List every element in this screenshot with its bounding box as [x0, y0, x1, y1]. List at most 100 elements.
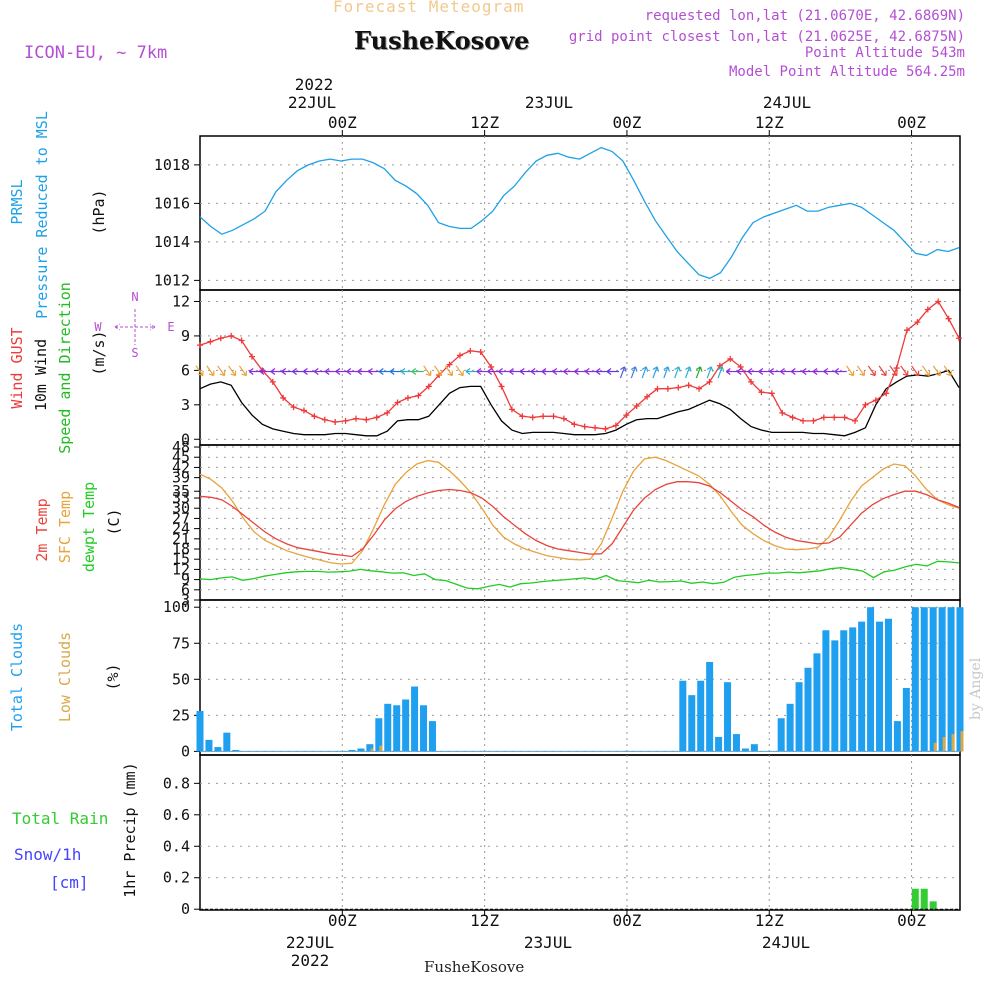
wind-arrow-head — [563, 368, 569, 375]
wind-direction-arrow-icon — [652, 366, 660, 379]
wind-arrow-head — [870, 370, 876, 377]
gust-point — [956, 335, 962, 342]
wind-arrow-head — [303, 368, 308, 375]
time-tick-bottom: 00Z — [328, 911, 357, 930]
total-clouds-bar — [876, 621, 884, 752]
wind-arrow-head — [487, 368, 493, 375]
wind-arrow-head — [848, 370, 855, 377]
wind-direction-arrow-icon — [259, 368, 273, 375]
gust-point — [363, 416, 370, 423]
precip-ytick-label: 0.8 — [163, 774, 190, 792]
wind-direction-arrow-icon — [455, 365, 464, 377]
location-title: FusheKosove — [354, 26, 530, 55]
pressure-ytick-label: 1018 — [154, 156, 190, 174]
temp-label-units: (C) — [105, 508, 123, 535]
gust-point — [300, 407, 307, 414]
wind-direction-arrow-icon — [357, 368, 370, 375]
wind-arrow-head — [436, 370, 443, 377]
gust-point — [394, 399, 401, 406]
wind-arrow-head — [685, 366, 692, 372]
pressure-label-msl: Pressure Reduced to MSL — [33, 111, 51, 319]
wind-direction-arrow-icon — [725, 368, 739, 375]
gust-point — [571, 421, 578, 428]
wind-direction-arrow-icon — [834, 368, 847, 375]
total-clouds-bar — [375, 718, 383, 752]
gust-point — [446, 361, 453, 368]
clouds-label-total: Total Clouds — [8, 623, 26, 731]
gust-point — [924, 306, 931, 313]
date-label-23jul-top: 23JUL — [524, 93, 574, 112]
wind-direction-arrow-icon — [563, 368, 576, 375]
wind-label-gust: Wind GUST — [8, 327, 26, 408]
gust-point — [872, 397, 879, 404]
gust-point — [269, 378, 276, 385]
total-clouds-bar — [786, 703, 794, 752]
pressure-label-prmsl: PRMSL — [8, 179, 26, 224]
wind-ytick-label: 12 — [172, 292, 190, 310]
total-clouds-bar — [813, 653, 821, 752]
gust-point — [779, 409, 786, 416]
wind-direction-arrow-icon — [368, 368, 381, 375]
gust-point — [768, 390, 775, 397]
clouds-ytick-label: 75 — [172, 634, 190, 652]
wind-direction-arrow-icon — [423, 365, 432, 377]
time-tick-top: 00Z — [612, 113, 641, 132]
wind-arrow-head — [891, 370, 898, 377]
gust-point — [477, 349, 484, 355]
wind-arrow-head — [530, 368, 536, 375]
wind-arrow-shaft — [195, 365, 204, 376]
gust-point — [696, 385, 703, 392]
wind-direction-arrow-icon — [228, 365, 237, 377]
wind-direction-arrow-icon — [606, 368, 620, 375]
wind-direction-arrow-icon — [663, 366, 670, 379]
wind-arrow-shaft — [684, 366, 691, 379]
wind-arrow-head — [270, 368, 276, 375]
total-clouds-bar — [223, 732, 231, 752]
wind-arrow-head — [881, 370, 887, 377]
footer-location: FusheKosove — [424, 958, 525, 976]
wind-arrow-head — [595, 368, 601, 375]
temperature-ytick-label: 18 — [172, 540, 190, 558]
gust-point — [727, 355, 734, 362]
gust-point — [789, 414, 796, 421]
wind-arrow-shaft — [878, 365, 887, 376]
total-clouds-bar — [867, 607, 875, 752]
wind-arrow-head — [812, 368, 818, 375]
wind-direction-arrow-icon — [717, 366, 725, 379]
temperature-ytick-label: 15 — [172, 550, 190, 568]
wind-arrow-head — [447, 370, 454, 377]
wind-arrow-shaft — [630, 366, 636, 379]
point-altitude: Point Altitude 543m — [804, 45, 965, 61]
wind-arrow-head — [509, 368, 514, 375]
gust-point — [820, 414, 827, 421]
clouds-ytick-label: 100 — [163, 598, 190, 616]
low-clouds-bar — [942, 736, 946, 752]
gust-point — [228, 332, 235, 339]
time-tick-bottom: 00Z — [897, 911, 926, 930]
wind-arrow-head — [498, 368, 503, 375]
date-label-24jul-bottom: 24JUL — [761, 933, 811, 952]
gust-point — [560, 415, 567, 422]
wind-arrow-head — [725, 368, 731, 375]
total-clouds-bar — [679, 680, 687, 752]
wind-direction-arrow-icon — [878, 365, 887, 377]
gust-point — [623, 412, 630, 419]
gust-point — [831, 414, 838, 421]
wind-direction-arrow-icon — [747, 368, 760, 375]
total-clouds-bar — [795, 682, 803, 752]
wind-direction-arrow-icon — [921, 365, 931, 377]
gust-point — [290, 404, 297, 411]
wind-arrow-head — [935, 370, 941, 377]
total-clouds-bar — [697, 680, 705, 752]
precip-label-snow: Snow/1h — [14, 845, 81, 864]
total-clouds-bar — [732, 734, 740, 752]
wind-arrow-head — [281, 368, 287, 375]
wind-direction-arrow-icon — [389, 368, 403, 375]
total-clouds-bar — [858, 621, 866, 752]
wind-arrow-shaft — [943, 365, 952, 376]
wind-arrow-head — [389, 368, 395, 375]
wind-direction-arrow-icon — [812, 368, 826, 375]
gust-point — [810, 417, 817, 424]
wind-arrow-head — [313, 368, 319, 375]
